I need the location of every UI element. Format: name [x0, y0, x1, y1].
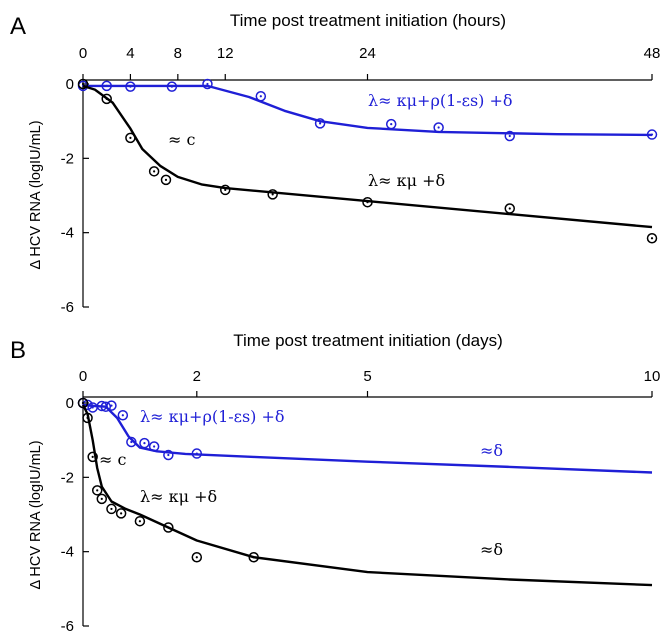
panel-b-blue-annotation: λ≈ κμ+ρ(1-εs) +δ [140, 407, 285, 426]
panel-a-x-tick-label-0: 0 [79, 45, 87, 62]
panel-b-x-tick-label-3: 10 [644, 368, 661, 385]
panel-a-series-0-point-6 [314, 118, 326, 129]
panel-b-series-1-point-7 [134, 515, 146, 527]
panel-a-series-0-point-7 [385, 118, 397, 130]
panel-b-series-0-point-7 [126, 436, 137, 448]
panel-a-series-1-point-1 [101, 93, 112, 105]
panel-b-series-1-point-2 [87, 451, 98, 463]
panel-a-x-axis-title: Time post treatment initiation (hours) [230, 11, 506, 30]
panel-b-series-0-point-8 [139, 437, 150, 449]
panel-b-series-0-point-9 [148, 441, 160, 452]
panel-b-series-1-point-1 [82, 412, 93, 424]
panel-b-y-tick-label-3: -6 [61, 618, 74, 634]
panel-b-y-tick-label-1: -2 [61, 469, 74, 486]
panel-a-series-1-point-3 [148, 166, 160, 177]
panel-a-series-1-point-7 [362, 196, 373, 208]
panel-b-series-0-curve [82, 403, 653, 474]
panel-a-x-tick-label-2: 8 [174, 45, 182, 62]
panel-a: A Time post treatment initiation (hours)… [10, 11, 660, 316]
panel-b-c-annotation: ≈ c [99, 450, 126, 469]
panel-b-x-axis-title: Time post treatment initiation (days) [233, 331, 503, 350]
panel-b-series-1-point-4 [96, 493, 108, 505]
panel-b-series-1-point-8 [163, 522, 174, 533]
panel-a-series-1-curve [82, 84, 653, 229]
panel-b-series-1-point-9 [191, 551, 203, 563]
panel-b-y-axis-title: Δ HCV RNA (logIU/mL) [28, 440, 44, 589]
panel-b-x-tick-label-1: 2 [193, 368, 201, 385]
panel-a-y-tick-label-1: -2 [61, 150, 74, 167]
panel-a-x-tick-label-3: 12 [217, 45, 234, 62]
panel-b-y-tick-label-2: -4 [61, 544, 74, 561]
panel-b-series-1-point-3 [91, 485, 103, 496]
panel-a-series-0-point-1 [101, 80, 112, 92]
panel-a-series-1-point-2 [125, 132, 136, 144]
panel-a-x-tick-label-4: 24 [359, 45, 376, 62]
panel-b-y-tick-label-0: 0 [66, 395, 74, 412]
panel-b-series-0-point-10 [163, 449, 174, 461]
panel-a-series-0-point-3 [166, 81, 178, 92]
panel-a-y-tick-label-0: 0 [66, 76, 74, 93]
panel-b-series-0-point-5 [100, 401, 112, 412]
panel-b-series-1-point-10 [248, 551, 259, 563]
panel-a-series-1-point-8 [504, 203, 515, 214]
panel-a-series-0-point-9 [504, 130, 515, 142]
panel-a-y-tick-label-2: -4 [61, 225, 74, 242]
panel-a-label: A [10, 13, 26, 40]
panel-b-blue-delta-annotation: ≈δ [480, 441, 503, 460]
panel-b-x-tick-label-0: 0 [79, 368, 87, 385]
panel-b-black-delta-annotation: ≈δ [480, 540, 503, 559]
panel-b: B Time post treatment initiation (days) … [10, 331, 660, 634]
panel-a-blue-annotation: λ≈ κμ+ρ(1-εs) +δ [368, 91, 513, 110]
panel-b-series-1-point-0 [77, 397, 89, 409]
panel-a-x-tick-label-1: 4 [126, 45, 134, 62]
panel-b-series-0-point-11 [191, 448, 203, 459]
panel-a-series-0-point-5 [255, 91, 267, 102]
panel-b-x-tick-label-2: 5 [363, 368, 371, 385]
panel-a-black-annotation: λ≈ κμ +δ [368, 171, 445, 190]
panel-a-series-1-point-4 [160, 174, 172, 186]
panel-b-series-1-point-5 [106, 503, 117, 515]
panel-b-series-0-point-6 [117, 410, 129, 421]
panel-a-y-axis-title: Δ HCV RNA (logIU/mL) [28, 120, 44, 269]
panel-b-black-annotation: λ≈ κμ +δ [140, 487, 217, 506]
panel-a-y-tick-label-3: -6 [61, 299, 74, 316]
panel-a-series-0-point-10 [646, 129, 658, 140]
panel-b-series-1-curve [81, 404, 653, 587]
panel-a-series-1-point-5 [220, 184, 231, 196]
panel-a-series-0-point-4 [202, 78, 213, 90]
panel-b-label: B [10, 337, 26, 364]
panel-a-series-1-point-0 [77, 78, 89, 90]
panel-a-x-tick-label-5: 48 [644, 45, 661, 62]
panel-a-series-0-point-2 [125, 81, 136, 92]
panel-b-series-1-point-6 [115, 508, 127, 519]
panel-a-c-annotation: ≈ c [168, 130, 195, 149]
panel-a-series-0-curve [83, 84, 653, 137]
panel-a-series-0-point-8 [433, 122, 444, 133]
panel-a-series-1-point-9 [646, 232, 658, 244]
panel-a-series-1-point-6 [267, 189, 278, 200]
